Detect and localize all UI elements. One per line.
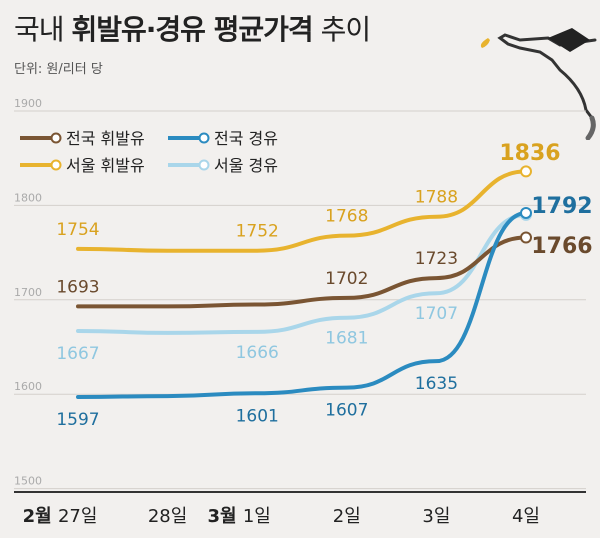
x-axis: 2월 27일 28일 3월 1일 2일 3일 4일 [14, 491, 586, 527]
series-line [76, 212, 528, 335]
y-tick-label: 1800 [14, 191, 42, 204]
data-label: 1768 [325, 207, 368, 227]
data-label: 1766 [531, 234, 592, 259]
end-point-marker [520, 165, 532, 178]
data-label: 1836 [499, 141, 560, 166]
data-label: 1601 [236, 406, 279, 426]
x-tick-label: 28일 [148, 506, 187, 527]
end-point-marker [520, 231, 532, 244]
legend-entry: 전국 휘발유 [66, 129, 145, 148]
data-label: 1667 [56, 344, 99, 364]
title-part-2: 휘발유·경유 평균가격 [71, 13, 313, 46]
legend-entry: 서울 휘발유 [66, 156, 145, 175]
series-layer: 1667 1666 1681 1707 1693 1702 1723 1766 1754 1752… [56, 141, 592, 430]
data-label: 1635 [415, 374, 458, 394]
legend-marker [50, 132, 62, 144]
title-part-3: 추이 [320, 13, 372, 46]
data-label: 1752 [236, 222, 279, 242]
data-label: 1681 [325, 329, 368, 349]
data-label: 1597 [56, 410, 99, 430]
y-tick-label: 1900 [14, 97, 42, 110]
x-tick-label: 4일 [512, 506, 540, 527]
x-tick-label: 3일 [422, 506, 450, 527]
x-tick-label: 3월 1일 [208, 506, 271, 527]
data-label: 1788 [415, 188, 458, 208]
y-tick-label: 1600 [14, 380, 42, 393]
data-label: 1702 [325, 269, 368, 289]
legend-marker [50, 159, 62, 171]
series-line [76, 210, 528, 400]
data-label: 1693 [56, 277, 99, 297]
legend-marker [198, 132, 210, 144]
data-label: 1666 [236, 343, 279, 363]
legend-entry: 서울 경유 [214, 156, 278, 175]
data-label: 1723 [415, 249, 458, 269]
data-label: 1754 [56, 220, 99, 240]
data-label: 1607 [325, 401, 368, 421]
data-label: 1792 [531, 194, 592, 219]
series-line [76, 235, 528, 309]
title-part-1: 국내 [14, 13, 65, 46]
series-line [76, 169, 528, 253]
legend-entry: 전국 경유 [214, 129, 278, 148]
x-tick-label: 2월 27일 [23, 506, 98, 527]
unit-label: 단위: 원/리터 당 [14, 62, 103, 77]
chart-title: 국내 휘발유·경유 평균가격 추이 [14, 8, 372, 48]
grid-layer: 1500 1600 1700 1800 1900 [14, 97, 586, 490]
x-tick-label: 2일 [333, 506, 361, 527]
y-tick-label: 1500 [14, 475, 42, 488]
end-point-marker [520, 206, 532, 219]
legend-marker [198, 159, 210, 171]
fuel-pump-nozzle-icon [480, 28, 597, 140]
data-label: 1707 [415, 304, 458, 324]
y-tick-label: 1700 [14, 286, 42, 299]
